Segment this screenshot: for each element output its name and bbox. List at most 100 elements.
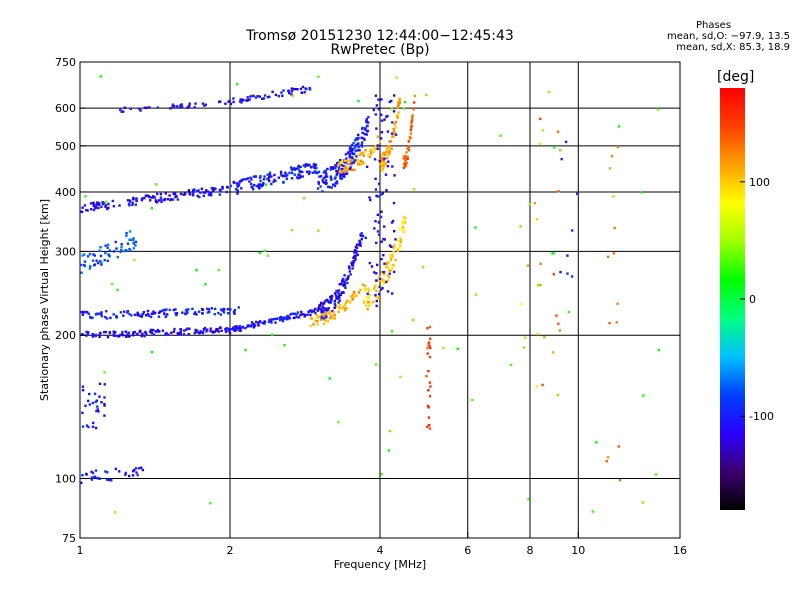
data-point: [341, 160, 344, 163]
data-point: [345, 172, 349, 175]
data-point: [358, 154, 361, 157]
data-point: [388, 140, 391, 143]
data-point: [209, 327, 212, 330]
data-point: [361, 283, 365, 286]
data-point: [616, 302, 619, 305]
data-point: [92, 421, 95, 425]
data-point: [380, 285, 383, 288]
data-point: [254, 175, 257, 178]
data-point: [382, 164, 386, 167]
data-point: [384, 265, 388, 269]
data-point: [128, 312, 131, 316]
data-point: [368, 293, 372, 297]
data-point: [330, 178, 333, 181]
data-point: [218, 193, 221, 196]
data-point: [297, 173, 300, 176]
data-point: [95, 409, 98, 413]
data-point: [378, 159, 381, 163]
data-point: [198, 195, 201, 199]
data-point: [89, 202, 93, 205]
data-point: [206, 311, 209, 314]
data-point: [220, 329, 223, 332]
data-point: [361, 131, 364, 134]
data-point: [294, 88, 298, 91]
data-point: [128, 247, 131, 251]
data-point: [146, 312, 150, 316]
data-point: [316, 323, 319, 326]
data-point: [254, 96, 258, 99]
data-point: [186, 327, 189, 330]
data-point: [87, 399, 90, 403]
data-point: [145, 106, 148, 109]
data-point: [334, 294, 338, 297]
data-point: [406, 157, 409, 160]
data-point: [120, 248, 123, 252]
data-point: [281, 94, 284, 97]
data-point: [305, 88, 308, 91]
data-point: [100, 401, 103, 404]
data-point: [311, 171, 314, 174]
data-point: [344, 301, 348, 304]
data-point: [257, 183, 260, 186]
data-point: [402, 156, 405, 160]
data-point: [314, 319, 317, 322]
data-point: [316, 309, 320, 312]
data-point: [429, 337, 432, 340]
data-point: [100, 205, 103, 208]
data-point: [91, 259, 95, 262]
data-point: [129, 249, 132, 252]
data-point: [360, 145, 364, 148]
data-point: [313, 170, 317, 173]
data-point: [285, 174, 288, 178]
data-point: [97, 476, 100, 480]
data-point: [103, 371, 106, 374]
data-point: [398, 228, 402, 231]
data-point: [381, 167, 384, 170]
data-point: [290, 177, 294, 180]
data-point: [159, 310, 162, 313]
data-point: [362, 154, 365, 157]
data-point: [349, 145, 352, 149]
data-point: [316, 319, 319, 323]
data-point: [348, 155, 351, 159]
data-point: [307, 172, 311, 176]
data-point: [380, 288, 383, 291]
data-point: [382, 166, 385, 169]
data-point: [324, 170, 327, 173]
data-point: [425, 93, 428, 97]
data-point: [363, 299, 366, 302]
data-point: [403, 107, 406, 110]
data-point: [329, 301, 332, 304]
data-point: [140, 334, 143, 338]
data-point: [234, 326, 237, 330]
data-point: [410, 124, 413, 128]
data-point: [376, 147, 379, 150]
data-point: [570, 275, 574, 278]
data-point: [99, 254, 103, 258]
data-point: [255, 184, 258, 188]
data-point: [137, 467, 141, 470]
data-point: [365, 120, 368, 124]
data-point: [118, 470, 121, 473]
data-point: [391, 135, 394, 138]
data-point: [228, 99, 231, 103]
data-point: [227, 100, 230, 103]
data-point: [279, 170, 283, 174]
data-point: [249, 95, 252, 98]
data-point: [428, 424, 431, 427]
data-point: [428, 355, 432, 359]
data-point: [251, 94, 254, 98]
data-point: [112, 334, 115, 337]
data-point: [204, 103, 207, 106]
data-point: [217, 268, 220, 272]
data-point: [566, 272, 569, 275]
data-point: [390, 221, 394, 224]
data-point: [81, 425, 85, 428]
data-point: [148, 195, 151, 199]
data-point: [238, 324, 241, 328]
data-point: [337, 310, 340, 313]
data-point: [268, 318, 271, 321]
data-point: [325, 299, 328, 302]
data-point: [365, 117, 368, 121]
data-point: [122, 110, 125, 113]
